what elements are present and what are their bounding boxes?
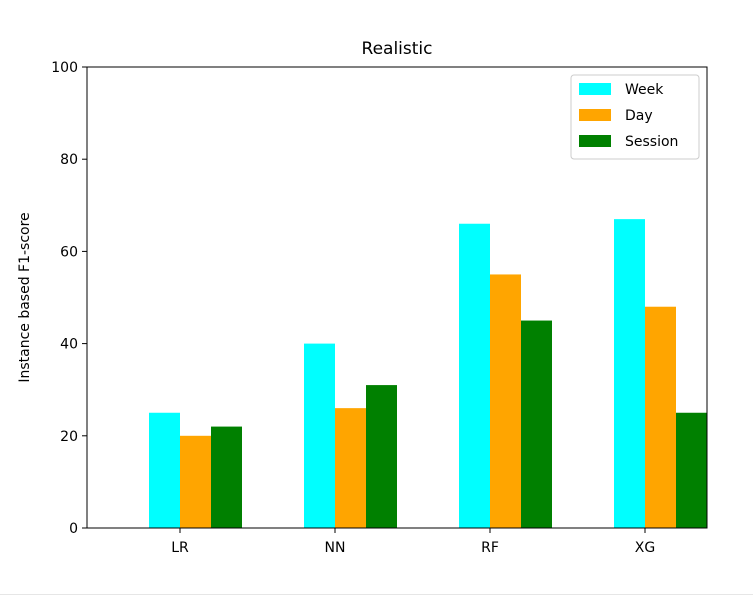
legend: Week Day Session [570,74,700,160]
bar-lr-session [211,426,242,528]
bars-layer [149,219,707,529]
legend-label-day: Day [625,108,653,124]
bar-xg-day [645,306,676,528]
plot-frame [86,66,708,529]
bar-lr-day [180,435,211,528]
legend-label-session: Session [625,134,678,150]
legend-label-week: Week [625,82,664,98]
x-tick-label-rf: RF [481,540,499,556]
x-tick-label-nn: NN [325,540,346,556]
bar-rf-week [459,223,490,529]
bar-rf-session [521,320,552,528]
legend-swatch-day [579,109,611,121]
y-tick-label: 20 [60,429,78,445]
bar-rf-day [490,274,521,528]
legend-swatch-week [579,83,611,95]
bar-xg-week [614,219,645,528]
y-tick-label: 0 [69,521,78,537]
legend-swatch-session [579,135,611,147]
bar-nn-week [304,343,335,528]
bar-nn-session [366,385,397,528]
bar-lr-week [149,412,180,528]
y-axis-title: Instance based F1-score [17,212,33,382]
y-tick-label: 100 [51,60,78,76]
chart-title: Realistic [362,39,433,59]
bar-nn-day [335,408,366,528]
x-tick-label-xg: XG [635,540,655,556]
y-tick-label: 80 [60,152,78,168]
axes-layer: 0 20 40 60 80 100 LR NN RF XG [51,60,708,556]
divider [0,594,753,595]
bar-xg-session [676,412,707,528]
y-tick-label: 60 [60,244,78,260]
x-tick-label-lr: LR [171,540,189,556]
y-tick-label: 40 [60,337,78,353]
